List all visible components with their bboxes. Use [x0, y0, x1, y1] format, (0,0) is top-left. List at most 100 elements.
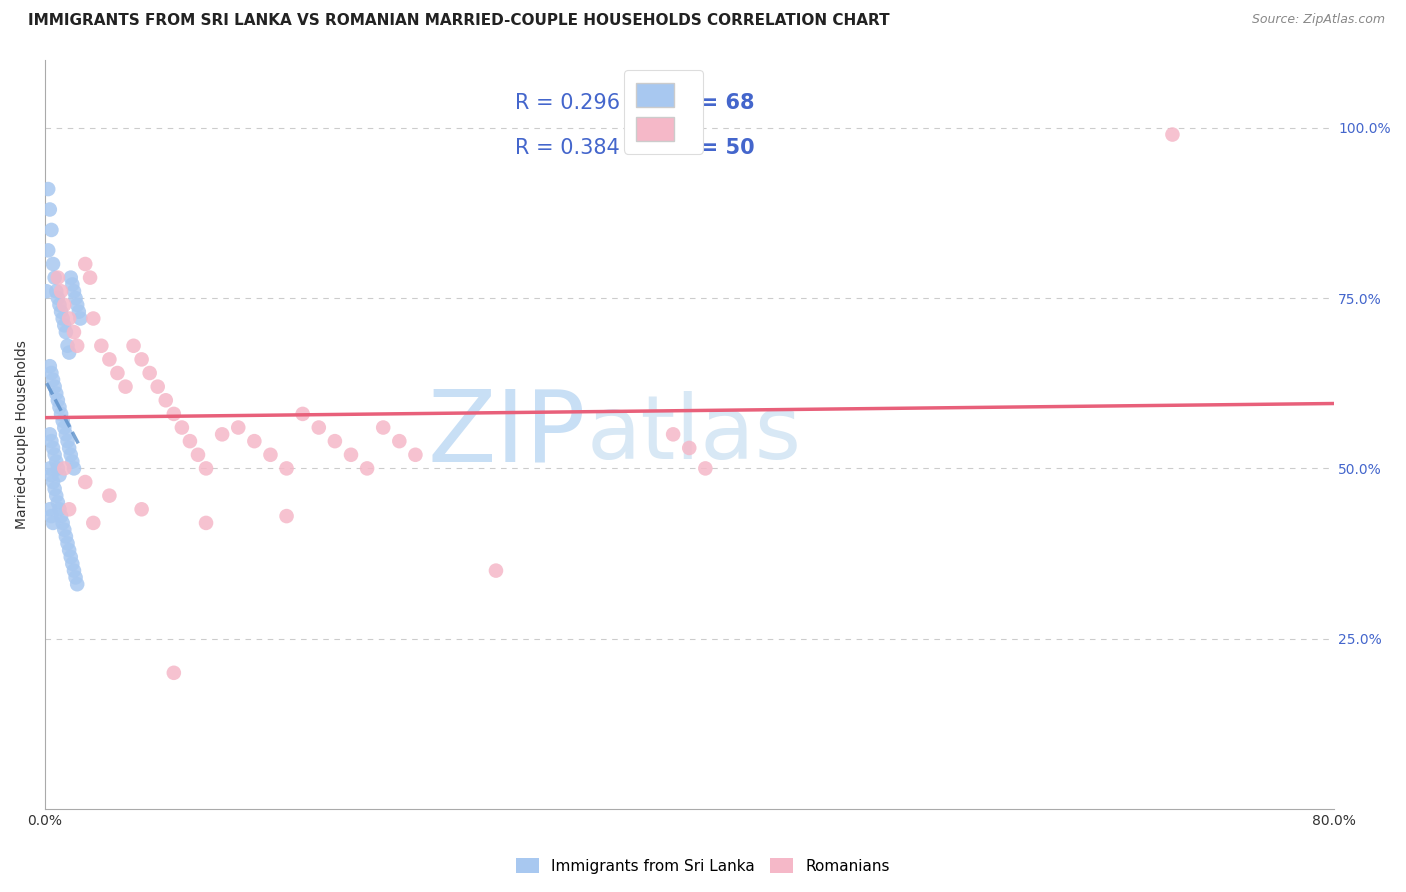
Text: Source: ZipAtlas.com: Source: ZipAtlas.com	[1251, 13, 1385, 27]
Point	[37, 244, 59, 258]
Point	[38, 461, 60, 475]
Point	[170, 420, 193, 434]
Point	[276, 509, 298, 524]
Point	[356, 461, 378, 475]
Point	[114, 379, 136, 393]
Point	[56, 339, 79, 353]
Point	[46, 495, 69, 509]
Point	[42, 516, 65, 530]
Text: ZIP: ZIP	[427, 386, 586, 483]
Point	[60, 277, 83, 292]
Text: N = 68: N = 68	[676, 94, 755, 113]
Point	[53, 318, 76, 333]
Point	[388, 434, 411, 449]
Point	[44, 482, 66, 496]
Point	[38, 359, 60, 374]
Legend: , : ,	[624, 70, 703, 153]
Point	[60, 454, 83, 468]
Point	[308, 420, 330, 434]
Point	[66, 577, 89, 591]
Point	[45, 285, 67, 299]
Point	[49, 509, 72, 524]
Point	[44, 448, 66, 462]
Point	[138, 366, 160, 380]
Point	[678, 441, 700, 455]
Point	[187, 448, 209, 462]
Point	[42, 441, 65, 455]
Point	[42, 373, 65, 387]
Point	[211, 427, 233, 442]
Point	[45, 489, 67, 503]
Point	[65, 291, 87, 305]
Y-axis label: Married-couple Households: Married-couple Households	[15, 340, 30, 529]
Point	[276, 461, 298, 475]
Point	[195, 461, 218, 475]
Point	[35, 285, 58, 299]
Point	[63, 325, 86, 339]
Point	[58, 543, 80, 558]
Point	[179, 434, 201, 449]
Point	[46, 291, 69, 305]
Point	[1161, 128, 1184, 142]
Text: N = 50: N = 50	[676, 138, 755, 158]
Text: R = 0.384: R = 0.384	[515, 138, 620, 158]
Point	[48, 298, 70, 312]
Point	[48, 502, 70, 516]
Point	[58, 441, 80, 455]
Point	[44, 270, 66, 285]
Point	[373, 420, 395, 434]
Point	[49, 407, 72, 421]
Point	[63, 285, 86, 299]
Point	[90, 339, 112, 353]
Point	[131, 352, 153, 367]
Point	[48, 468, 70, 483]
Point	[163, 665, 186, 680]
Point	[46, 270, 69, 285]
Point	[340, 448, 363, 462]
Point	[56, 434, 79, 449]
Point	[66, 298, 89, 312]
Point	[42, 475, 65, 489]
Point	[69, 311, 91, 326]
Point	[58, 502, 80, 516]
Point	[53, 523, 76, 537]
Point	[55, 427, 77, 442]
Point	[485, 564, 508, 578]
Point	[59, 270, 82, 285]
Point	[226, 420, 249, 434]
Point	[41, 366, 63, 380]
Point	[65, 570, 87, 584]
Point	[60, 557, 83, 571]
Point	[52, 516, 75, 530]
Text: IMMIGRANTS FROM SRI LANKA VS ROMANIAN MARRIED-COUPLE HOUSEHOLDS CORRELATION CHAR: IMMIGRANTS FROM SRI LANKA VS ROMANIAN MA…	[28, 13, 890, 29]
Point	[82, 311, 104, 326]
Point	[53, 461, 76, 475]
Point	[79, 270, 101, 285]
Point	[82, 516, 104, 530]
Point	[49, 304, 72, 318]
Point	[55, 530, 77, 544]
Text: R = 0.296: R = 0.296	[515, 94, 620, 113]
Point	[291, 407, 314, 421]
Point	[46, 461, 69, 475]
Point	[98, 489, 121, 503]
Point	[41, 468, 63, 483]
Point	[49, 285, 72, 299]
Point	[58, 311, 80, 326]
Point	[195, 516, 218, 530]
Point	[56, 536, 79, 550]
Point	[323, 434, 346, 449]
Text: atlas: atlas	[586, 391, 801, 478]
Point	[53, 298, 76, 312]
Point	[66, 339, 89, 353]
Point	[46, 393, 69, 408]
Point	[404, 448, 426, 462]
Point	[67, 304, 90, 318]
Point	[37, 182, 59, 196]
Point	[59, 549, 82, 564]
Point	[48, 400, 70, 414]
Point	[38, 202, 60, 217]
Point	[44, 379, 66, 393]
Point	[63, 564, 86, 578]
Point	[122, 339, 145, 353]
